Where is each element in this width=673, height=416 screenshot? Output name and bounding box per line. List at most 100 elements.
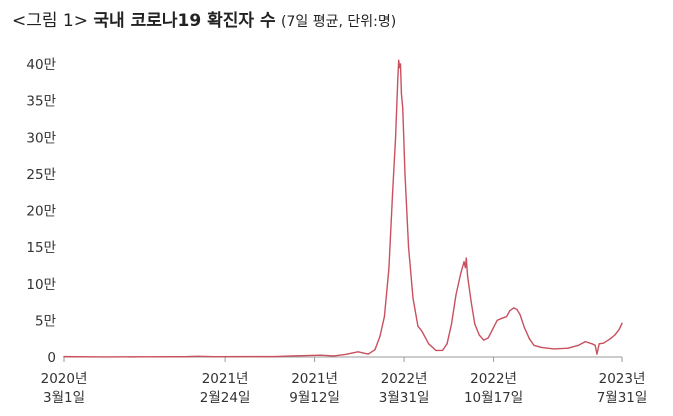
series-layer bbox=[63, 59, 623, 358]
data-point bbox=[584, 341, 586, 343]
y-tick-label: 5만 bbox=[35, 313, 56, 329]
data-point bbox=[214, 356, 216, 358]
data-point bbox=[483, 339, 485, 341]
data-point bbox=[603, 342, 605, 344]
data-point bbox=[383, 316, 385, 318]
data-point bbox=[63, 356, 65, 358]
data-point bbox=[464, 267, 466, 269]
data-point bbox=[404, 173, 406, 175]
x-tick-year: 2021년 bbox=[291, 371, 338, 387]
data-point bbox=[523, 327, 526, 329]
data-point bbox=[428, 343, 430, 345]
y-tick-label: 10만 bbox=[26, 277, 56, 293]
data-point bbox=[197, 355, 199, 357]
x-tick-year: 2023년 bbox=[599, 371, 646, 387]
data-point bbox=[398, 59, 400, 61]
data-point bbox=[478, 334, 480, 336]
x-tick-date: 3월1일 bbox=[43, 390, 85, 406]
data-point bbox=[463, 261, 465, 263]
data-point bbox=[402, 107, 404, 109]
data-point bbox=[505, 316, 508, 318]
x-tick-year: 2021년 bbox=[202, 371, 249, 387]
x-tick-year: 2022년 bbox=[470, 371, 517, 387]
data-point bbox=[186, 356, 188, 358]
data-point bbox=[594, 344, 596, 346]
data-point bbox=[455, 294, 457, 296]
data-point bbox=[399, 63, 402, 65]
y-tick-label: 25만 bbox=[26, 167, 56, 183]
data-point bbox=[516, 308, 518, 310]
x-tick-date: 2월24일 bbox=[200, 390, 251, 406]
figure-number: <그림 1> bbox=[12, 11, 88, 31]
x-tick-year: 2020년 bbox=[41, 371, 88, 387]
data-point bbox=[487, 337, 489, 339]
data-point bbox=[104, 356, 106, 358]
data-point bbox=[533, 344, 535, 346]
chart-title-text: 국내 코로나19 확진자 수 bbox=[93, 11, 276, 31]
data-point bbox=[394, 136, 397, 138]
data-point bbox=[519, 313, 521, 316]
data-point bbox=[412, 297, 414, 299]
data-point bbox=[450, 323, 453, 325]
y-tick-label: 35만 bbox=[26, 94, 56, 110]
data-point bbox=[591, 343, 593, 345]
data-point bbox=[391, 195, 394, 197]
data-point bbox=[578, 344, 580, 346]
data-point bbox=[465, 257, 467, 259]
x-tick-year: 2022년 bbox=[381, 371, 428, 387]
data-point bbox=[417, 325, 419, 327]
data-point bbox=[374, 349, 376, 351]
data-point bbox=[397, 78, 399, 80]
data-point bbox=[319, 354, 321, 356]
data-point bbox=[492, 328, 494, 330]
data-point bbox=[274, 356, 276, 358]
data-point bbox=[388, 268, 390, 270]
data-point bbox=[509, 310, 511, 312]
series-line bbox=[63, 59, 623, 358]
data-point bbox=[344, 353, 347, 356]
data-point bbox=[501, 317, 503, 319]
y-axis: 0 5만 10만 15만 20만 25만 30만 35만 40만 bbox=[26, 57, 56, 366]
data-point bbox=[246, 355, 249, 358]
y-tick-label: 40만 bbox=[26, 57, 56, 73]
y-tick-label: 20만 bbox=[26, 204, 56, 220]
data-point bbox=[496, 319, 498, 321]
data-point bbox=[379, 335, 381, 338]
data-point bbox=[609, 338, 611, 340]
data-point bbox=[467, 275, 469, 278]
data-point bbox=[333, 355, 335, 357]
y-tick-label: 30만 bbox=[26, 130, 56, 146]
data-point bbox=[399, 67, 401, 69]
chart-title: <그림 1> 국내 코로나19 확진자 수 (7일 평균, 단위:명) bbox=[12, 6, 396, 31]
x-axis: 2020년 3월1일 2021년 2월24일 2021년 9월12일 2022년 3월31일 2… bbox=[41, 356, 648, 406]
data-point bbox=[145, 356, 147, 358]
data-point bbox=[540, 346, 543, 349]
data-point bbox=[528, 338, 530, 340]
y-tick-label: 15만 bbox=[26, 240, 56, 256]
data-point bbox=[407, 246, 410, 248]
data-point bbox=[357, 351, 359, 353]
data-point bbox=[614, 334, 616, 336]
x-tick-date: 10월17일 bbox=[464, 390, 523, 406]
data-point bbox=[367, 353, 369, 355]
data-point bbox=[470, 301, 472, 303]
x-tick-date: 7월31일 bbox=[597, 390, 648, 406]
y-tick-label: 0 bbox=[47, 350, 56, 366]
data-point bbox=[618, 328, 620, 330]
data-point bbox=[460, 272, 462, 274]
data-point bbox=[621, 322, 623, 324]
data-point bbox=[596, 353, 598, 355]
data-point bbox=[292, 355, 294, 357]
x-tick-date: 9월12일 bbox=[289, 390, 340, 406]
data-point bbox=[435, 349, 437, 352]
data-point bbox=[553, 348, 555, 350]
data-point bbox=[421, 330, 423, 332]
data-point bbox=[598, 343, 600, 345]
data-point bbox=[446, 343, 448, 345]
data-point bbox=[441, 349, 444, 352]
data-point bbox=[513, 307, 515, 309]
data-point bbox=[400, 92, 402, 94]
data-point bbox=[474, 323, 476, 325]
unit-note: (7일 평균, 단위:명) bbox=[281, 14, 397, 30]
